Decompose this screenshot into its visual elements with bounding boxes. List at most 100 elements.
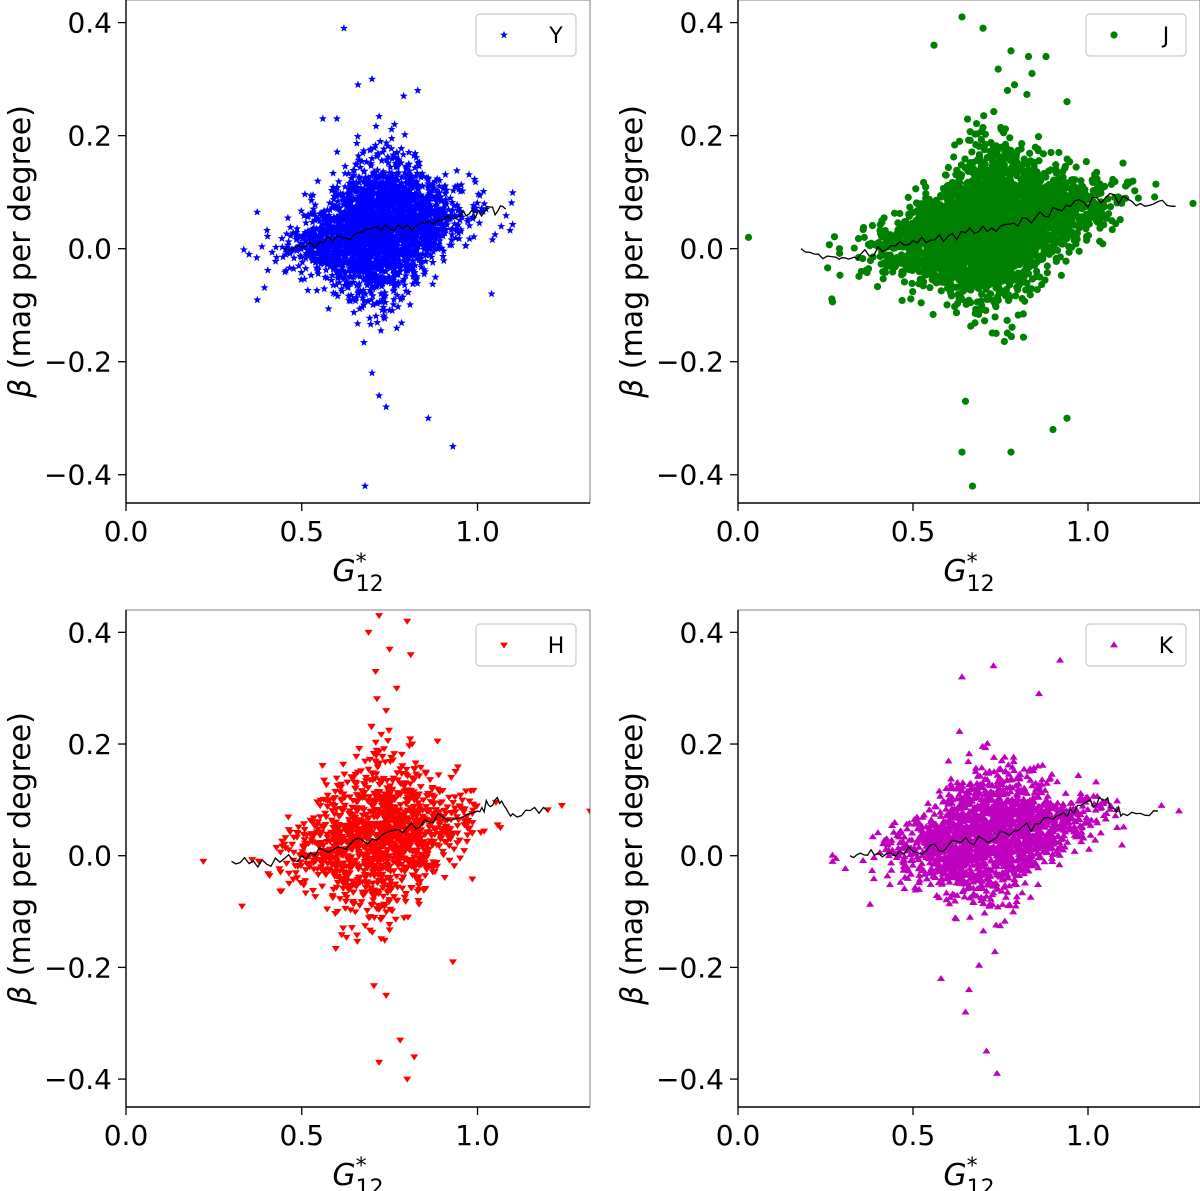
data-point <box>396 230 405 238</box>
data-point <box>415 217 424 226</box>
data-point <box>1032 272 1041 281</box>
data-point <box>386 199 395 207</box>
data-point <box>367 272 376 280</box>
data-point <box>332 201 341 210</box>
data-point <box>1026 291 1034 299</box>
data-point <box>365 234 374 243</box>
data-point <box>302 242 311 251</box>
data-point <box>341 182 350 191</box>
data-point <box>339 215 348 224</box>
data-point <box>359 231 368 240</box>
data-point <box>338 196 347 204</box>
data-point <box>447 230 456 239</box>
data-point <box>253 207 262 216</box>
data-point <box>359 338 368 346</box>
data-point <box>416 234 425 242</box>
data-point <box>361 175 370 184</box>
data-point <box>438 220 447 229</box>
data-point <box>322 246 331 255</box>
data-point <box>907 295 915 303</box>
data-point <box>408 256 417 264</box>
data-point <box>412 153 421 161</box>
data-point <box>424 239 433 247</box>
data-point <box>410 225 419 234</box>
data-point <box>363 249 372 257</box>
data-point <box>363 281 372 289</box>
data-point <box>293 231 302 239</box>
data-point <box>282 266 291 274</box>
data-point <box>455 234 464 243</box>
data-point <box>1066 184 1074 193</box>
data-point <box>295 241 304 249</box>
data-point <box>448 205 457 214</box>
data-point <box>419 223 428 231</box>
data-point <box>349 308 358 316</box>
data-point <box>370 276 379 284</box>
data-point <box>971 319 979 327</box>
data-point <box>389 275 398 284</box>
data-point <box>431 234 440 242</box>
data-point <box>430 229 439 237</box>
data-point <box>900 278 909 286</box>
data-point <box>391 190 400 199</box>
data-point <box>454 220 463 229</box>
data-point <box>412 189 421 197</box>
data-point <box>312 224 321 233</box>
data-point <box>368 259 377 268</box>
data-point <box>385 179 394 188</box>
data-point <box>951 302 959 311</box>
data-point <box>413 86 422 94</box>
data-point <box>388 181 397 189</box>
data-point <box>339 200 348 209</box>
data-point <box>413 185 422 194</box>
data-point <box>371 141 380 149</box>
data-point <box>277 234 286 242</box>
data-point <box>386 232 395 241</box>
data-point <box>428 191 437 200</box>
data-point <box>390 272 399 280</box>
data-point <box>449 201 458 210</box>
data-point <box>1008 163 1016 171</box>
data-point <box>400 168 409 177</box>
data-point <box>296 239 305 247</box>
data-point <box>297 244 306 253</box>
data-point <box>1055 148 1063 157</box>
data-point <box>1019 333 1028 341</box>
data-point <box>390 120 399 128</box>
data-point <box>353 245 362 253</box>
data-point <box>868 221 877 230</box>
data-point <box>349 240 358 248</box>
data-point <box>374 241 383 249</box>
data-point <box>335 278 344 287</box>
data-point <box>909 287 917 296</box>
data-point <box>393 279 402 287</box>
data-point <box>337 222 346 231</box>
data-point <box>357 264 366 273</box>
data-point <box>377 232 386 240</box>
data-point <box>366 184 375 193</box>
data-point <box>385 239 394 247</box>
data-point <box>347 291 356 299</box>
data-point <box>1056 253 1064 261</box>
data-point <box>311 258 320 267</box>
data-point <box>327 186 336 194</box>
data-point <box>318 114 327 123</box>
data-point <box>379 197 388 205</box>
data-point <box>425 227 434 235</box>
data-point <box>405 194 414 202</box>
data-point <box>824 264 832 272</box>
data-point <box>411 202 420 210</box>
data-point <box>455 210 464 219</box>
data-point <box>312 286 321 294</box>
data-point <box>410 163 419 172</box>
data-point <box>377 213 386 222</box>
data-point <box>393 255 402 263</box>
data-point <box>320 208 329 216</box>
data-point <box>263 232 272 240</box>
data-point <box>346 296 355 305</box>
data-point <box>271 243 280 251</box>
data-point <box>366 286 375 294</box>
data-point <box>361 481 370 490</box>
data-point <box>367 203 376 212</box>
